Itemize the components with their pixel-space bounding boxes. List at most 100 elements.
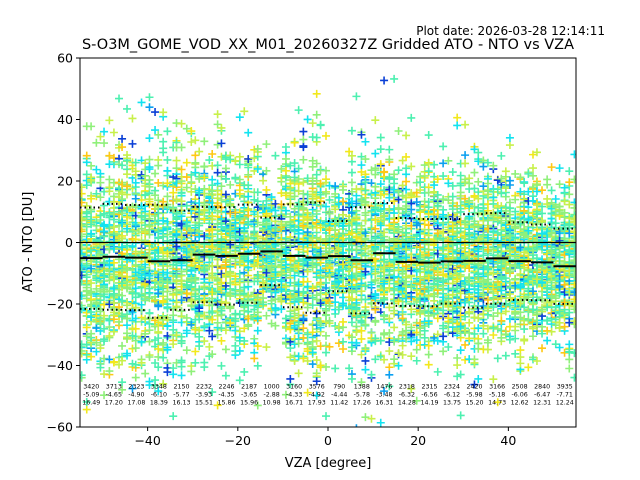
scatter-point	[118, 356, 127, 365]
scatter-point	[118, 341, 127, 350]
scatter-point	[151, 126, 160, 135]
scatter-point	[131, 344, 140, 353]
scatter-point	[105, 276, 114, 285]
scatter-point	[87, 329, 96, 338]
scatter-point	[128, 114, 137, 123]
scatter-point	[109, 128, 118, 137]
scatter-point	[137, 170, 146, 179]
scatter-point	[118, 272, 127, 281]
scatter-point	[141, 292, 150, 301]
scatter-point	[141, 159, 150, 168]
scatter-point	[82, 405, 91, 414]
scatter-point	[82, 350, 91, 359]
chart-title: S-O3M_GOME_VOD_XX_M01_20260327Z Gridded …	[82, 37, 574, 53]
scatter-point	[141, 329, 150, 338]
scatter-point	[141, 369, 150, 378]
scatter-point	[100, 285, 109, 294]
scatter-point	[115, 360, 124, 369]
scatter-point	[131, 178, 140, 187]
scatter-point	[80, 198, 86, 207]
scatter-point	[151, 108, 160, 117]
scatter-point	[118, 296, 127, 305]
scatter-point	[145, 289, 154, 298]
scatter-point	[154, 196, 163, 205]
scatter-point	[145, 271, 154, 280]
scatter-point	[131, 194, 140, 203]
scatter-point	[131, 314, 140, 323]
scatter-point	[105, 151, 114, 160]
scatter-point	[123, 182, 132, 191]
scatter-point	[96, 169, 105, 178]
scatter-point	[172, 331, 181, 340]
scatter-point	[154, 130, 163, 139]
scatter-points	[80, 74, 576, 427]
scatter-point	[96, 318, 105, 327]
scatter-point	[151, 169, 160, 178]
scatter-point	[145, 163, 154, 172]
scatter-point	[96, 132, 105, 141]
scatter-point	[100, 354, 109, 363]
scatter-point	[131, 167, 140, 176]
scatter-point	[141, 237, 150, 246]
scatter-point	[177, 119, 186, 128]
scatter-point	[154, 334, 163, 343]
scatter-point	[131, 158, 140, 167]
scatter-point	[159, 216, 168, 225]
scatter-point	[137, 98, 146, 107]
plot-date: Plot date: 2026-03-28 12:14:11	[416, 24, 605, 38]
scatter-point	[163, 166, 172, 175]
scatter-point	[123, 151, 132, 160]
scatter-point	[118, 134, 127, 143]
scatter-point	[105, 116, 114, 125]
scatter-point	[82, 209, 91, 218]
scatter-point	[159, 353, 168, 362]
scatter-point	[87, 352, 96, 361]
scatter-point	[154, 387, 163, 396]
scatter-point	[80, 303, 86, 312]
scatter-point	[118, 385, 127, 394]
scatter-point	[100, 292, 109, 301]
scatter-point	[87, 205, 96, 214]
scatter-point	[87, 122, 96, 131]
scatter-point	[151, 376, 160, 385]
scatter-point	[118, 143, 127, 152]
scatter-point	[169, 412, 178, 421]
scatter-point	[141, 260, 150, 269]
scatter-point	[159, 201, 168, 210]
scatter-point	[82, 332, 91, 341]
scatter-point	[92, 189, 101, 198]
scatter-point	[100, 335, 109, 344]
scatter-point	[145, 352, 154, 361]
scatter-point	[109, 223, 118, 232]
scatter-point	[87, 287, 96, 296]
scatter-point	[118, 161, 127, 170]
scatter-point	[141, 280, 150, 289]
scatter-point	[159, 296, 168, 305]
scatter-point	[109, 358, 118, 367]
scatter-point	[131, 303, 140, 312]
scatter-point	[87, 194, 96, 203]
scatter-point	[100, 209, 109, 218]
scatter-point	[92, 257, 101, 266]
scatter-point	[105, 223, 114, 232]
scatter-bin-2	[123, 98, 150, 393]
scatter-point	[154, 289, 163, 298]
scatter-point	[123, 213, 132, 222]
scatter-point	[118, 279, 127, 288]
scatter-point	[105, 367, 114, 376]
scatter-point	[80, 371, 86, 380]
scatter-point	[137, 273, 146, 282]
scatter-point	[172, 156, 181, 165]
scatter-point	[92, 284, 101, 293]
scatter-point	[172, 213, 181, 222]
scatter-point	[96, 307, 105, 316]
scatter-point	[151, 358, 160, 367]
scatter-point	[177, 371, 186, 380]
scatter-point	[163, 343, 172, 352]
scatter-point	[109, 315, 118, 324]
scatter-point	[131, 373, 140, 382]
scatter-point	[151, 191, 160, 200]
scatter-point	[163, 295, 172, 304]
scatter-point	[163, 200, 172, 209]
scatter-point	[154, 234, 163, 243]
